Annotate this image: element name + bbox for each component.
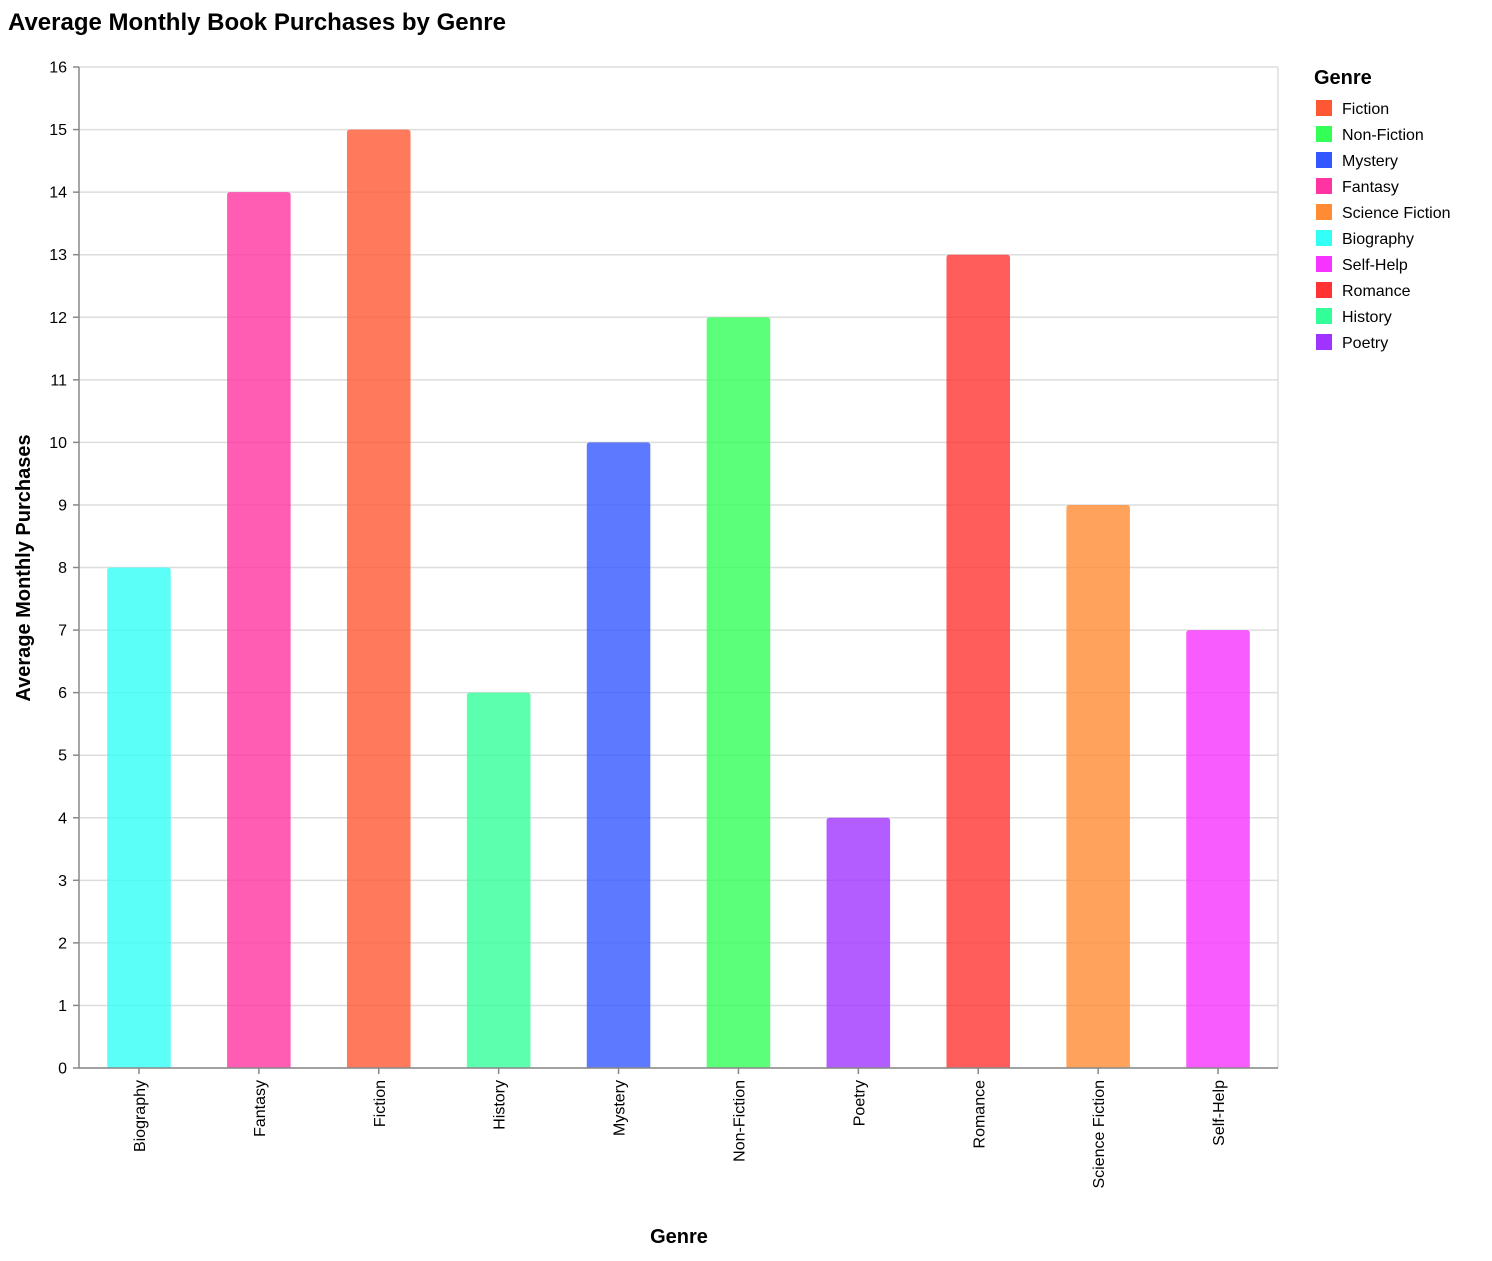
- bar-mystery[interactable]: [586, 442, 651, 1068]
- bar-romance[interactable]: [946, 254, 1011, 1068]
- legend-swatch: [1316, 230, 1332, 246]
- legend-swatch: [1316, 282, 1332, 298]
- y-tick-label: 3: [58, 873, 67, 890]
- legend-swatch: [1316, 308, 1332, 324]
- y-tick-label: 1: [58, 998, 67, 1015]
- bar-fantasy[interactable]: [227, 192, 291, 1068]
- x-tick-label: Science Fiction: [1091, 1080, 1108, 1189]
- y-tick-label: 14: [49, 185, 67, 202]
- bar-fiction[interactable]: [346, 129, 411, 1068]
- legend-label: Poetry: [1342, 335, 1388, 352]
- x-tick-label: Mystery: [612, 1080, 629, 1136]
- legend-swatch: [1316, 100, 1332, 116]
- bar-biography[interactable]: [107, 567, 171, 1069]
- y-tick-label: 6: [58, 685, 67, 702]
- bar-layer: [107, 129, 1250, 1069]
- bar-non-fiction[interactable]: [706, 317, 771, 1068]
- y-tick-label: 9: [58, 497, 67, 514]
- legend: Fiction Non-Fiction Mystery Fantasy Science …: [1316, 100, 1451, 352]
- x-tick-label: Self-Help: [1211, 1080, 1228, 1146]
- bar-self-help[interactable]: [1186, 630, 1250, 1068]
- legend-label: Biography: [1342, 231, 1414, 248]
- y-axis-title: Average Monthly Purchases: [13, 434, 35, 701]
- legend-swatch: [1316, 178, 1332, 194]
- legend-label: Non-Fiction: [1342, 127, 1424, 144]
- legend-swatch: [1316, 126, 1332, 142]
- x-tick-label: Romance: [971, 1080, 988, 1149]
- legend-label: History: [1342, 309, 1392, 326]
- y-tick-label: 12: [49, 310, 67, 327]
- x-tick-label: Fiction: [372, 1080, 389, 1127]
- y-tick-label: 10: [49, 435, 67, 452]
- y-tick-label: 8: [58, 560, 67, 577]
- legend-title: Genre: [1314, 67, 1372, 89]
- x-tick-label: History: [492, 1080, 509, 1130]
- bar-science-fiction[interactable]: [1066, 504, 1130, 1068]
- legend-label: Fantasy: [1342, 179, 1399, 196]
- legend-swatch: [1316, 204, 1332, 220]
- legend-label: Self-Help: [1342, 257, 1408, 274]
- legend-swatch: [1316, 256, 1332, 272]
- legend-swatch: [1316, 152, 1332, 168]
- legend-label: Mystery: [1342, 153, 1398, 170]
- bar-poetry[interactable]: [826, 817, 891, 1068]
- y-tick-label: 5: [58, 748, 67, 765]
- x-axis-title: Genre: [650, 1226, 708, 1248]
- y-tick-label: 7: [58, 623, 67, 640]
- legend-label: Romance: [1342, 283, 1411, 300]
- x-tick-label: Biography: [132, 1080, 149, 1152]
- y-tick-label: 0: [58, 1061, 67, 1078]
- bar-history[interactable]: [466, 692, 531, 1068]
- x-tick-label: Fantasy: [252, 1080, 269, 1137]
- y-tick-label: 4: [58, 810, 67, 827]
- legend-swatch: [1316, 334, 1332, 350]
- y-tick-label: 15: [49, 122, 67, 139]
- legend-label: Science Fiction: [1342, 205, 1451, 222]
- x-tick-label: Non-Fiction: [731, 1080, 748, 1162]
- y-tick-label: 2: [58, 935, 67, 952]
- y-tick-label: 16: [49, 60, 67, 77]
- legend-label: Fiction: [1342, 101, 1389, 118]
- x-tick-label: Poetry: [851, 1080, 868, 1126]
- chart-title: Average Monthly Book Purchases by Genre: [8, 9, 506, 36]
- y-tick-label: 11: [50, 372, 67, 389]
- y-tick-label: 13: [49, 247, 67, 264]
